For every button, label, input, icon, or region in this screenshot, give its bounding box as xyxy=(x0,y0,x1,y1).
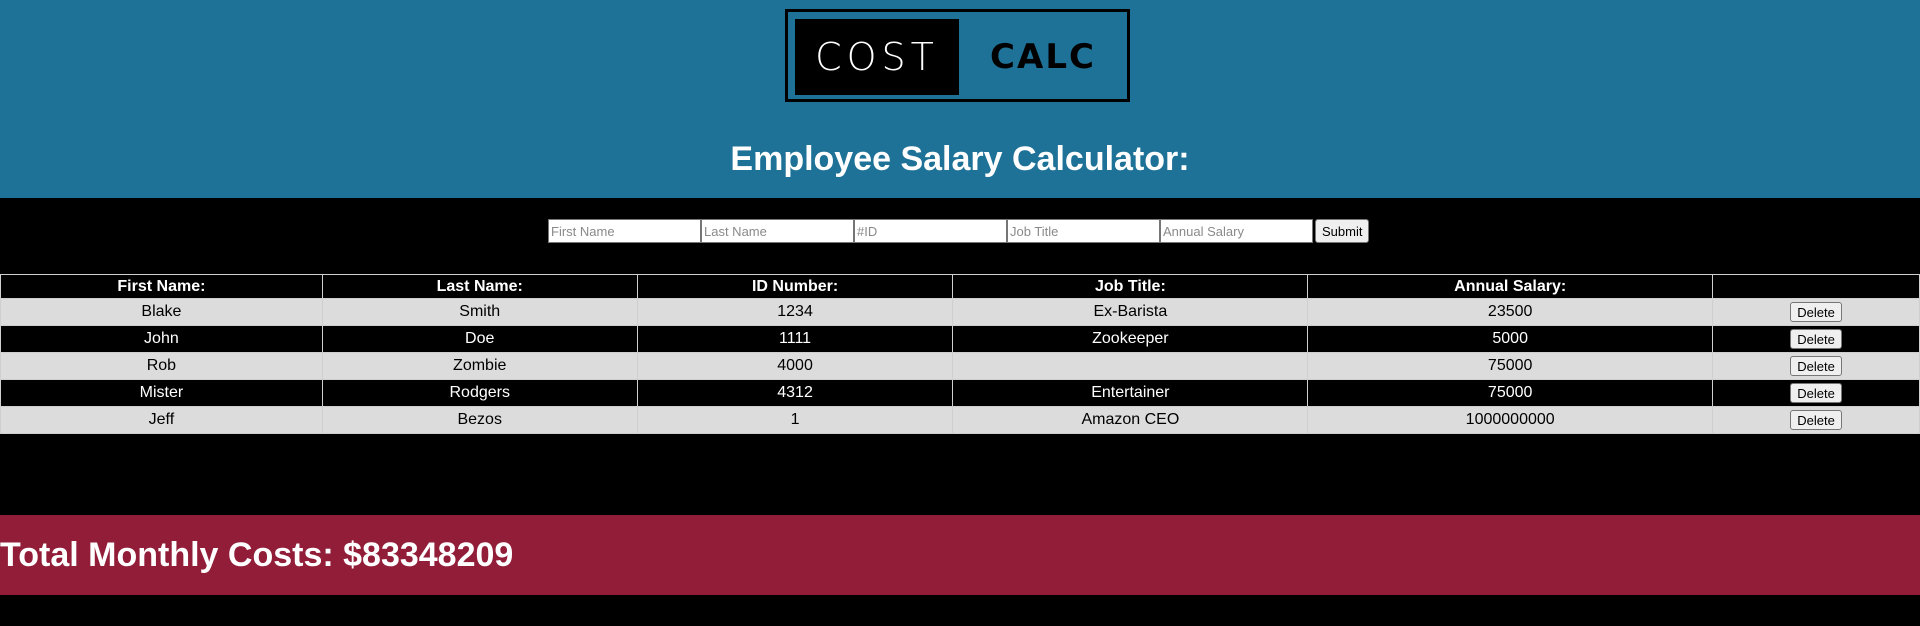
cell-first-name: Jeff xyxy=(0,406,323,434)
table-row: Blake Smith 1234 Ex-Barista 23500 Delete xyxy=(0,298,1920,326)
page-title: Employee Salary Calculator: xyxy=(730,140,1190,178)
cell-actions: Delete xyxy=(1712,325,1920,353)
delete-button[interactable]: Delete xyxy=(1790,383,1842,403)
header-id-number: ID Number: xyxy=(636,274,954,299)
cell-salary: 75000 xyxy=(1307,352,1714,380)
table-row: Jeff Bezos 1 Amazon CEO 1000000000 Delet… xyxy=(0,406,1920,434)
footer: Total Monthly Costs: $83348209 xyxy=(0,515,1920,595)
table-row: Rob Zombie 4000 75000 Delete xyxy=(0,352,1920,380)
cell-id: 4312 xyxy=(636,379,954,407)
header-first-name: First Name: xyxy=(0,274,323,299)
header-actions xyxy=(1712,274,1920,299)
header-last-name: Last Name: xyxy=(321,274,638,299)
cell-job-title: Amazon CEO xyxy=(952,406,1309,434)
first-name-input[interactable] xyxy=(548,219,701,243)
cell-actions: Delete xyxy=(1712,406,1920,434)
cell-last-name: Doe xyxy=(321,325,638,353)
cell-first-name: Blake xyxy=(0,298,323,326)
cell-actions: Delete xyxy=(1712,298,1920,326)
delete-button[interactable]: Delete xyxy=(1790,302,1842,322)
cell-salary: 1000000000 xyxy=(1307,406,1714,434)
delete-button[interactable]: Delete xyxy=(1790,356,1842,376)
id-input[interactable] xyxy=(854,219,1007,243)
cell-job-title xyxy=(952,352,1309,380)
header-job-title: Job Title: xyxy=(952,274,1309,299)
cell-last-name: Rodgers xyxy=(321,379,638,407)
cell-id: 1 xyxy=(636,406,954,434)
annual-salary-input[interactable] xyxy=(1160,219,1313,243)
cell-actions: Delete xyxy=(1712,379,1920,407)
employee-form: Submit xyxy=(548,218,1370,244)
cell-last-name: Bezos xyxy=(321,406,638,434)
cell-first-name: Mister xyxy=(0,379,323,407)
header-annual-salary: Annual Salary: xyxy=(1307,274,1714,299)
cell-last-name: Smith xyxy=(321,298,638,326)
submit-button[interactable]: Submit xyxy=(1315,219,1370,243)
logo-cost-text: COST xyxy=(795,19,959,95)
cell-id: 1234 xyxy=(636,298,954,326)
cell-actions: Delete xyxy=(1712,352,1920,380)
employee-table: First Name: Last Name: ID Number: Job Ti… xyxy=(0,274,1920,434)
cell-first-name: Rob xyxy=(0,352,323,380)
logo-calc-text: CALC xyxy=(990,37,1096,77)
table-header-row: First Name: Last Name: ID Number: Job Ti… xyxy=(0,274,1920,299)
header: COST CALC Employee Salary Calculator: xyxy=(0,0,1920,198)
cell-id: 1111 xyxy=(636,325,954,353)
cell-job-title: Zookeeper xyxy=(952,325,1309,353)
cost-calc-logo: COST CALC xyxy=(785,9,1130,102)
job-title-input[interactable] xyxy=(1007,219,1160,243)
cell-job-title: Ex-Barista xyxy=(952,298,1309,326)
delete-button[interactable]: Delete xyxy=(1790,329,1842,349)
cell-salary: 75000 xyxy=(1307,379,1714,407)
delete-button[interactable]: Delete xyxy=(1790,410,1842,430)
cell-job-title: Entertainer xyxy=(952,379,1309,407)
cell-salary: 23500 xyxy=(1307,298,1714,326)
cell-last-name: Zombie xyxy=(321,352,638,380)
last-name-input[interactable] xyxy=(701,219,854,243)
table-row: John Doe 1111 Zookeeper 5000 Delete xyxy=(0,325,1920,353)
cell-salary: 5000 xyxy=(1307,325,1714,353)
total-monthly-costs: Total Monthly Costs: $83348209 xyxy=(0,536,514,574)
cell-first-name: John xyxy=(0,325,323,353)
cell-id: 4000 xyxy=(636,352,954,380)
table-row: Mister Rodgers 4312 Entertainer 75000 De… xyxy=(0,379,1920,407)
